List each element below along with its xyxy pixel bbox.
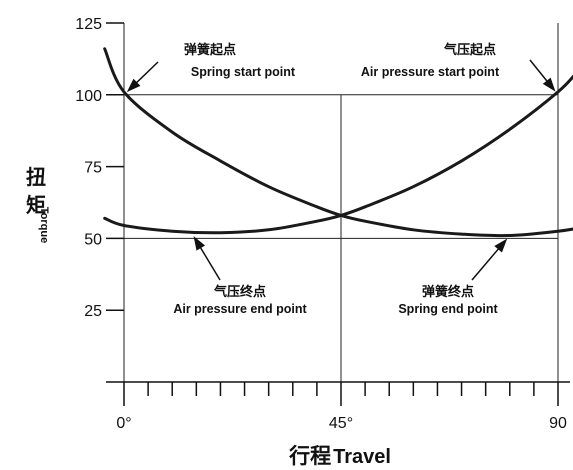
tick-labels: 0° 45° 90 25 50 75 100 125 [75, 16, 567, 432]
y-tick-label: 100 [75, 88, 102, 105]
y-axis-title: 扭 矩 Torque [26, 165, 50, 243]
annotation-arrowhead [494, 238, 508, 253]
y-tick-label: 125 [75, 16, 102, 33]
annotation-label-en: Air pressure start point [361, 65, 500, 79]
y-tick-label: 75 [84, 160, 102, 177]
x-tick-label: 45° [329, 415, 353, 432]
annotation-arrowhead [126, 78, 141, 93]
annotation-label-cn: 气压终点 [214, 284, 266, 300]
annotation-2: 气压起点 Air pressure start point [361, 42, 556, 92]
annotation-label-cn: 气压起点 [444, 42, 496, 58]
annotation-label-en: Spring end point [398, 302, 498, 316]
annotation-3: 气压终点 Air pressure end point [173, 236, 308, 316]
series-line-2 [103, 74, 573, 235]
annotation-arrow [529, 59, 550, 85]
annotation-arrow [133, 61, 159, 86]
curves [103, 47, 573, 238]
annotation-label-cn: 弹簧起点 [184, 42, 236, 58]
annotation-1: 弹簧起点 Spring start point [126, 42, 296, 93]
y-axis-title-cn-2: 矩 [26, 193, 46, 217]
axes [106, 22, 570, 406]
x-axis-title-en: Travel [333, 446, 391, 468]
x-tick-label: 90 [549, 415, 567, 432]
annotation-arrow [198, 244, 221, 281]
annotation-4: 弹簧终点 Spring end point [398, 238, 508, 316]
grid [123, 23, 559, 382]
series-line-1 [103, 47, 573, 238]
x-axis-title-cn: 行程 [288, 444, 331, 468]
annotation-label-en: Air pressure end point [173, 302, 307, 316]
y-tick-label: 25 [84, 303, 102, 320]
x-axis-title-text: 行程 Travel [288, 444, 391, 468]
annotation-arrowhead [193, 236, 206, 251]
annotation-label-en: Spring start point [191, 65, 296, 79]
annotation-arrow [471, 245, 502, 281]
annotations: 弹簧起点 Spring start point 气压起点 Air pressure s… [126, 42, 556, 316]
x-tick-label: 0° [116, 415, 131, 432]
y-axis-title-en: Torque [38, 207, 50, 243]
x-axis-title: 行程 Travel [288, 444, 391, 468]
annotation-arrowhead [542, 77, 556, 92]
annotation-label-cn: 弹簧终点 [422, 284, 474, 300]
y-axis-title-cn-1: 扭 [26, 165, 46, 189]
y-tick-label: 50 [84, 231, 102, 248]
